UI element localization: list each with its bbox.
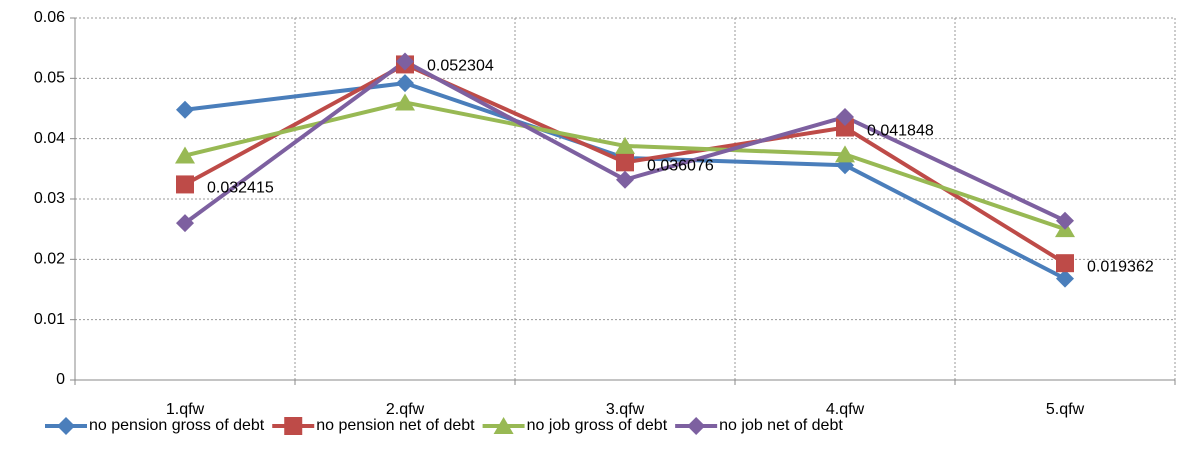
y-tick-label: 0.06 bbox=[34, 9, 65, 26]
marker bbox=[615, 136, 635, 154]
legend-label: no pension gross of debt bbox=[89, 417, 265, 434]
x-tick-label: 5.qfw bbox=[1046, 401, 1085, 418]
data-label: 0.041848 bbox=[867, 123, 934, 140]
y-tick-label: 0.05 bbox=[34, 70, 65, 87]
marker bbox=[395, 93, 415, 111]
marker bbox=[175, 146, 195, 164]
marker bbox=[836, 118, 854, 137]
data-label: 0.032415 bbox=[207, 180, 274, 197]
marker bbox=[1056, 211, 1074, 230]
data-label: 0.019362 bbox=[1087, 258, 1154, 275]
x-tick-label: 2.qfw bbox=[386, 401, 425, 418]
data-label: 0.036076 bbox=[647, 158, 714, 175]
y-tick-label: 0.04 bbox=[34, 130, 65, 147]
x-tick-label: 3.qfw bbox=[606, 401, 645, 418]
x-tick-label: 4.qfw bbox=[826, 401, 865, 418]
marker bbox=[396, 52, 414, 71]
x-tick-label: 1.qfw bbox=[166, 401, 205, 418]
marker bbox=[616, 153, 634, 172]
legend-label: no job net of debt bbox=[719, 417, 843, 434]
marker bbox=[176, 100, 194, 119]
marker bbox=[284, 417, 303, 435]
marker bbox=[57, 417, 75, 435]
y-tick-label: 0.01 bbox=[34, 311, 65, 328]
marker bbox=[1056, 269, 1074, 288]
y-tick-label: 0 bbox=[56, 371, 65, 388]
marker bbox=[176, 175, 194, 194]
y-tick-label: 0.03 bbox=[34, 190, 65, 207]
marker bbox=[176, 214, 194, 233]
y-tick-label: 0.02 bbox=[34, 251, 65, 268]
legend-label: no pension net of debt bbox=[316, 417, 475, 434]
marker bbox=[836, 107, 854, 126]
marker bbox=[687, 417, 706, 435]
marker bbox=[396, 74, 414, 93]
data-label: 0.052304 bbox=[427, 58, 494, 75]
marker bbox=[493, 417, 514, 434]
marker bbox=[616, 170, 634, 189]
marker bbox=[835, 145, 855, 163]
marker bbox=[1056, 254, 1074, 273]
legend-label: no job gross of debt bbox=[527, 417, 668, 434]
